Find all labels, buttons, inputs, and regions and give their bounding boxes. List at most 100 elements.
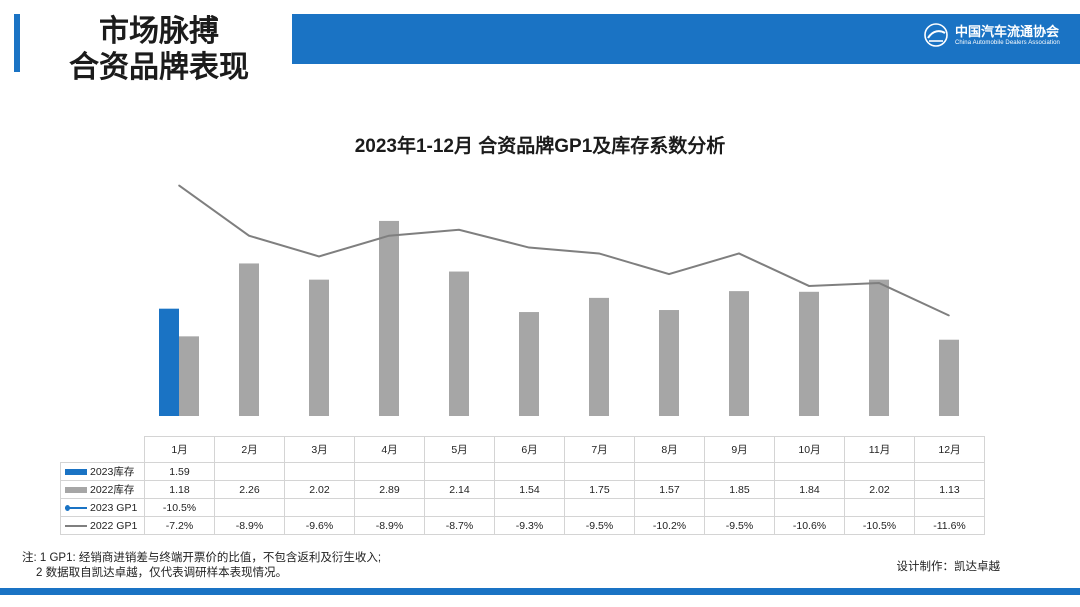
page-title-line2: 合资品牌表现 — [69, 51, 249, 84]
table-cell — [284, 462, 355, 481]
table-cell: -8.7% — [424, 516, 495, 535]
page-title: 市场脉搏 合资品牌表现 — [34, 14, 284, 86]
table-cell — [704, 498, 775, 517]
bar-2022-inventory-8 — [659, 310, 679, 416]
table-cell — [494, 498, 565, 517]
legend-swatch-icon — [65, 504, 87, 511]
chart-title: 2023年1-12月 合资品牌GP1及库存系数分析 — [354, 136, 726, 157]
month-label-10: 10月 — [774, 436, 845, 463]
series-name: 2022库存 — [90, 484, 135, 496]
gp1-2022-point-5 — [458, 229, 460, 231]
header-accent-bar — [14, 14, 20, 72]
series-legend-label: 2022 GP1 — [60, 516, 145, 535]
month-label-5: 5月 — [424, 436, 495, 463]
series-legend-label: 2023 GP1 — [60, 498, 145, 517]
table-cell: -7.2% — [144, 516, 215, 535]
bar-2022-inventory-4 — [379, 220, 399, 416]
table-corner-cell — [60, 436, 145, 463]
month-label-11: 11月 — [844, 436, 915, 463]
series-name: 2023 GP1 — [90, 501, 138, 514]
gp1-2022-point-4 — [388, 234, 390, 237]
bar-2022-inventory-6 — [519, 312, 539, 416]
gp1-2022-line — [178, 184, 950, 317]
gp1-2022-point-11 — [878, 282, 880, 284]
table-cell — [214, 462, 285, 481]
gp1-2022-point-8 — [668, 273, 670, 275]
bar-2022-inventory-10 — [799, 291, 819, 416]
series-legend-label: 2023库存 — [60, 462, 145, 481]
chart-data-table: 1月 2月 3月 4月 5月 6月 7月 8月 9月 10月 11月 12月 2023库存 1.59 202… — [60, 436, 985, 535]
table-cell — [914, 498, 985, 517]
month-label-1: 1月 — [144, 436, 215, 463]
table-row: 2023 GP1 -10.5% — [60, 498, 985, 517]
gp1-2022-point-3 — [318, 255, 320, 258]
footer-band — [0, 588, 1080, 595]
table-row: 2022 GP1 -7.2% -8.9% -9.6% -8.9% -8.7% -9.3% -9… — [60, 516, 985, 535]
table-cell: 1.84 — [774, 480, 845, 499]
footnote-line2: 2 数据取自凯达卓越，仅代表调研样本表现情况。 — [36, 567, 288, 579]
gp1-2022-point-9 — [738, 252, 740, 255]
table-cell — [774, 498, 845, 517]
table-cell — [914, 462, 985, 481]
table-cell: 2.26 — [214, 480, 285, 499]
bar-2022-inventory-2 — [239, 263, 259, 416]
gp1-2022-point-10 — [808, 285, 810, 287]
month-label-9: 9月 — [704, 436, 775, 463]
bar-2022-inventory-1 — [179, 336, 199, 416]
logo-text-cn: 中国汽车流通协会 — [955, 23, 1060, 39]
table-header-row: 1月 2月 3月 4月 5月 6月 7月 8月 9月 10月 11月 12月 — [60, 436, 985, 463]
table-cell: -9.5% — [704, 516, 775, 535]
design-credit: 设计制作：凯达卓越 — [896, 561, 1001, 573]
table-cell: -10.2% — [634, 516, 705, 535]
legend-swatch-icon — [65, 524, 87, 527]
table-cell: -9.3% — [494, 516, 565, 535]
bar-2022-inventory-12 — [939, 339, 959, 416]
table-cell: 2.02 — [844, 480, 915, 499]
table-cell: 1.18 — [144, 480, 215, 499]
table-cell: -11.6% — [914, 516, 985, 535]
association-emblem-icon — [924, 23, 948, 47]
table-cell — [564, 462, 635, 481]
header-band — [292, 14, 1080, 64]
table-cell — [284, 498, 355, 517]
table-cell: -9.5% — [564, 516, 635, 535]
bar-2023-inventory-1 — [159, 308, 179, 416]
month-label-4: 4月 — [354, 436, 425, 463]
bar-2022-inventory-9 — [729, 291, 749, 416]
table-cell — [844, 498, 915, 517]
month-label-7: 7月 — [564, 436, 635, 463]
gp1-2022-point-12 — [948, 314, 950, 317]
legend-swatch-icon — [65, 469, 87, 476]
table-cell: -8.9% — [214, 516, 285, 535]
bar-2022-inventory-11 — [869, 279, 889, 416]
table-cell — [774, 462, 845, 481]
table-cell: 2.02 — [284, 480, 355, 499]
table-cell — [634, 498, 705, 517]
table-cell: 1.85 — [704, 480, 775, 499]
month-label-6: 6月 — [494, 436, 565, 463]
table-cell: 1.54 — [494, 480, 565, 499]
table-cell — [354, 462, 425, 481]
bar-2022-inventory-5 — [449, 271, 469, 416]
table-cell — [564, 498, 635, 517]
table-cell — [844, 462, 915, 481]
table-cell: -9.6% — [284, 516, 355, 535]
table-cell — [494, 462, 565, 481]
association-logo: 中国汽车流通协会 China Automobile Dealers Associ… — [923, 22, 1060, 48]
gp1-2022-point-2 — [248, 234, 250, 237]
series-name: 2022 GP1 — [90, 519, 138, 532]
month-label-2: 2月 — [214, 436, 285, 463]
table-cell — [704, 462, 775, 481]
series-legend-label: 2022库存 — [60, 480, 145, 499]
page-title-line1: 市场脉搏 — [99, 15, 219, 48]
legend-swatch-icon — [65, 487, 87, 494]
month-label-3: 3月 — [284, 436, 355, 463]
table-cell: -10.5% — [844, 516, 915, 535]
bar-2022-inventory-7 — [589, 297, 609, 416]
month-label-12: 12月 — [914, 436, 985, 463]
table-cell: -10.6% — [774, 516, 845, 535]
gp1-2022-point-7 — [598, 252, 600, 255]
table-cell: 2.89 — [354, 480, 425, 499]
series-name: 2023库存 — [90, 466, 135, 478]
